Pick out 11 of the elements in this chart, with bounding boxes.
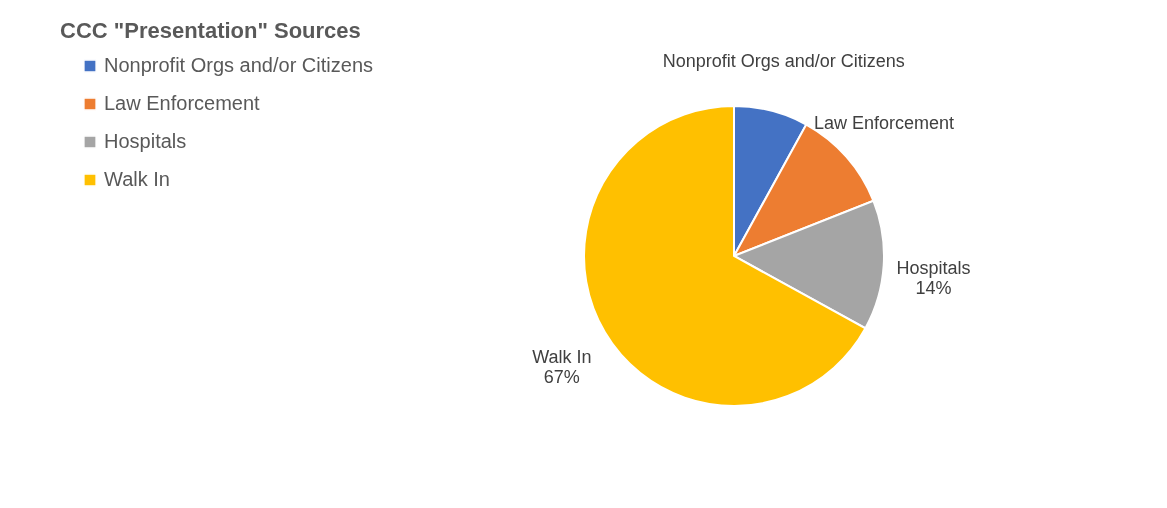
slice-label: Hospitals [896,257,971,278]
data-label: 14% [915,277,952,298]
chart-title: CCC "Presentation" Sources [60,18,361,44]
slice-label: Nonprofit Orgs and/or Citizens [662,51,905,72]
legend-label: Walk In [104,168,170,190]
slice-label: Law Enforcement [813,112,955,133]
data-label: 67% [543,366,580,387]
legend-label: Law Enforcement [104,92,261,114]
slice-label: Walk In [532,346,592,367]
legend-label: Hospitals [104,130,187,152]
legend-label: Nonprofit Orgs and/or Citizens [104,54,374,76]
